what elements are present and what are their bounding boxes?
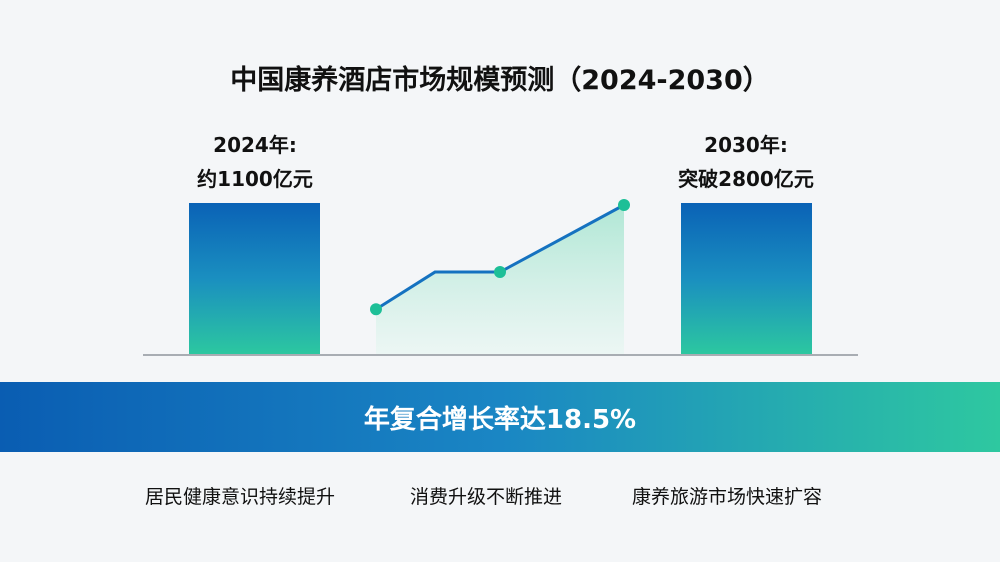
trend-point	[618, 199, 630, 211]
bar-2024	[189, 203, 320, 354]
bar-2030	[681, 203, 812, 354]
growth-rate-text: 年复合增长率达18.5%	[363, 404, 637, 435]
bar-label-year: 2030年:	[704, 133, 788, 157]
driver-item: 康养旅游市场快速扩容	[632, 486, 823, 508]
bar-label-year: 2024年:	[213, 133, 297, 157]
trend-point	[370, 303, 382, 316]
baseline	[143, 354, 858, 356]
bar-label-value: 约1100亿元	[197, 167, 313, 191]
growth-banner: 年复合增长率达18.5%	[0, 382, 1000, 452]
trend-line	[375, 203, 625, 311]
driver-item: 居民健康意识持续提升	[145, 486, 336, 508]
driver-item: 消费升级不断推进	[410, 486, 563, 508]
bar-label-2024: 2024年: 约1100亿元	[155, 128, 355, 196]
page-title: 中国康养酒店市场规模预测（2024-2030）	[230, 65, 770, 96]
bar-label-value: 突破2800亿元	[678, 167, 814, 191]
trend-area	[376, 205, 624, 354]
bar-label-2030: 2030年: 突破2800亿元	[646, 128, 846, 196]
trend-point	[494, 266, 506, 279]
